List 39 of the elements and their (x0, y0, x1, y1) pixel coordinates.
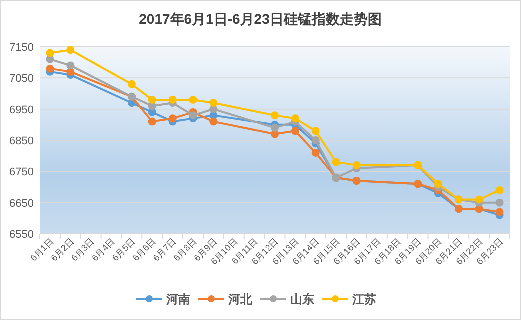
point (189, 96, 198, 104)
y-tick-label: 7150 (10, 42, 34, 54)
point (46, 64, 54, 73)
point (271, 112, 279, 120)
point (66, 46, 75, 54)
y-tick-label: 6850 (10, 136, 34, 148)
point (434, 180, 442, 188)
point (168, 114, 177, 123)
point (148, 96, 156, 104)
y-tick-label: 6750 (10, 166, 34, 179)
point (66, 62, 75, 70)
legend-label: 山东 (290, 292, 314, 306)
legend-label: 河北 (228, 292, 254, 306)
point (128, 80, 136, 88)
point (332, 158, 340, 166)
point (496, 208, 504, 216)
chart-title: 2017年6月1日-6月23日硅锰指数走势图 (139, 11, 382, 27)
point (312, 127, 320, 136)
point (271, 124, 279, 132)
point (148, 118, 156, 126)
point (189, 112, 198, 120)
point (312, 136, 320, 144)
point (475, 196, 484, 204)
point (352, 161, 361, 170)
point (496, 186, 504, 194)
point (210, 99, 218, 108)
y-tick-label: 6950 (10, 104, 34, 116)
point (291, 127, 300, 136)
legend-label: 河南 (166, 292, 190, 306)
point (496, 198, 504, 207)
point (291, 114, 300, 123)
y-tick-label: 6550 (10, 229, 34, 241)
y-tick-label: 7050 (10, 73, 34, 86)
point (46, 49, 54, 58)
point (312, 148, 320, 157)
point (210, 118, 218, 126)
point (168, 96, 177, 104)
y-tick-label: 6650 (10, 198, 34, 210)
legend-label: 江苏 (352, 292, 376, 306)
